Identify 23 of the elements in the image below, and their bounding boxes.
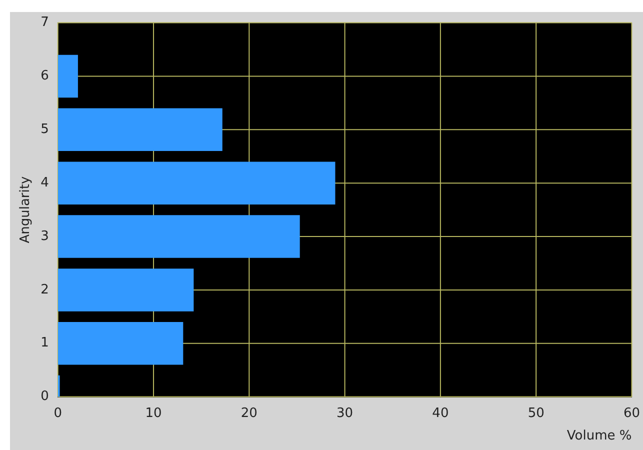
bar: [58, 108, 222, 152]
y-tick-label: 4: [40, 175, 49, 190]
y-tick-label: 3: [40, 228, 49, 244]
x-tick-label: 10: [145, 406, 162, 421]
bar: [58, 322, 184, 365]
y-tick-label: 5: [40, 122, 49, 138]
y-tick-label: 2: [40, 282, 49, 298]
x-tick-label: 50: [528, 406, 544, 421]
bar: [58, 268, 194, 312]
y-tick-label: 1: [40, 336, 49, 351]
x-tick-label: 40: [432, 406, 449, 421]
x-axis-title: Volume %: [566, 428, 632, 444]
y-tick-label: 7: [40, 15, 49, 30]
bar: [58, 54, 78, 98]
y-tick-label: 6: [40, 68, 49, 84]
y-tick-label: 0: [40, 389, 49, 404]
x-tick-label: 60: [623, 406, 640, 421]
x-tick-label: 0: [54, 406, 62, 421]
bar: [58, 215, 300, 258]
y-axis-title: Angularity: [18, 176, 34, 244]
x-tick-label: 30: [336, 406, 354, 421]
bar: [58, 162, 336, 204]
x-tick-label: 20: [240, 406, 258, 421]
